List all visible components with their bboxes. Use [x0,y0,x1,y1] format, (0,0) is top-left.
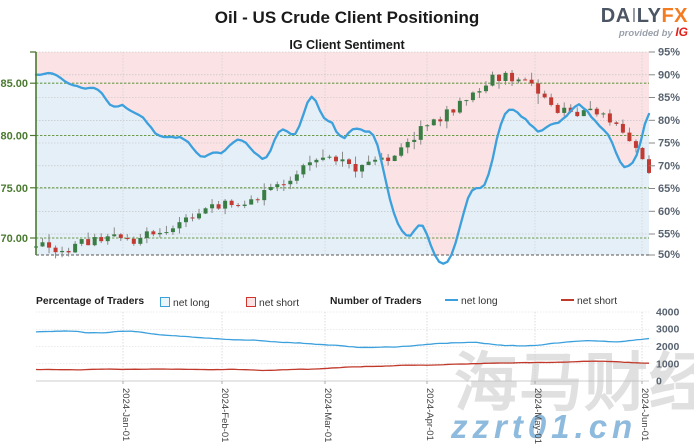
svg-text:2024-May-01: 2024-May-01 [532,388,543,444]
svg-text:4000: 4000 [656,307,680,319]
svg-text:2000: 2000 [656,341,680,353]
svg-text:2024-Mar-01: 2024-Mar-01 [322,388,333,442]
svg-text:0: 0 [656,376,662,388]
svg-text:2024-Jun-01: 2024-Jun-01 [639,388,650,441]
svg-text:3000: 3000 [656,324,680,336]
svg-text:2024-Apr-01: 2024-Apr-01 [424,388,435,441]
svg-text:2024-Feb-01: 2024-Feb-01 [219,388,230,442]
svg-text:2024-Jan-01: 2024-Jan-01 [120,388,131,441]
svg-text:1000: 1000 [656,359,680,371]
